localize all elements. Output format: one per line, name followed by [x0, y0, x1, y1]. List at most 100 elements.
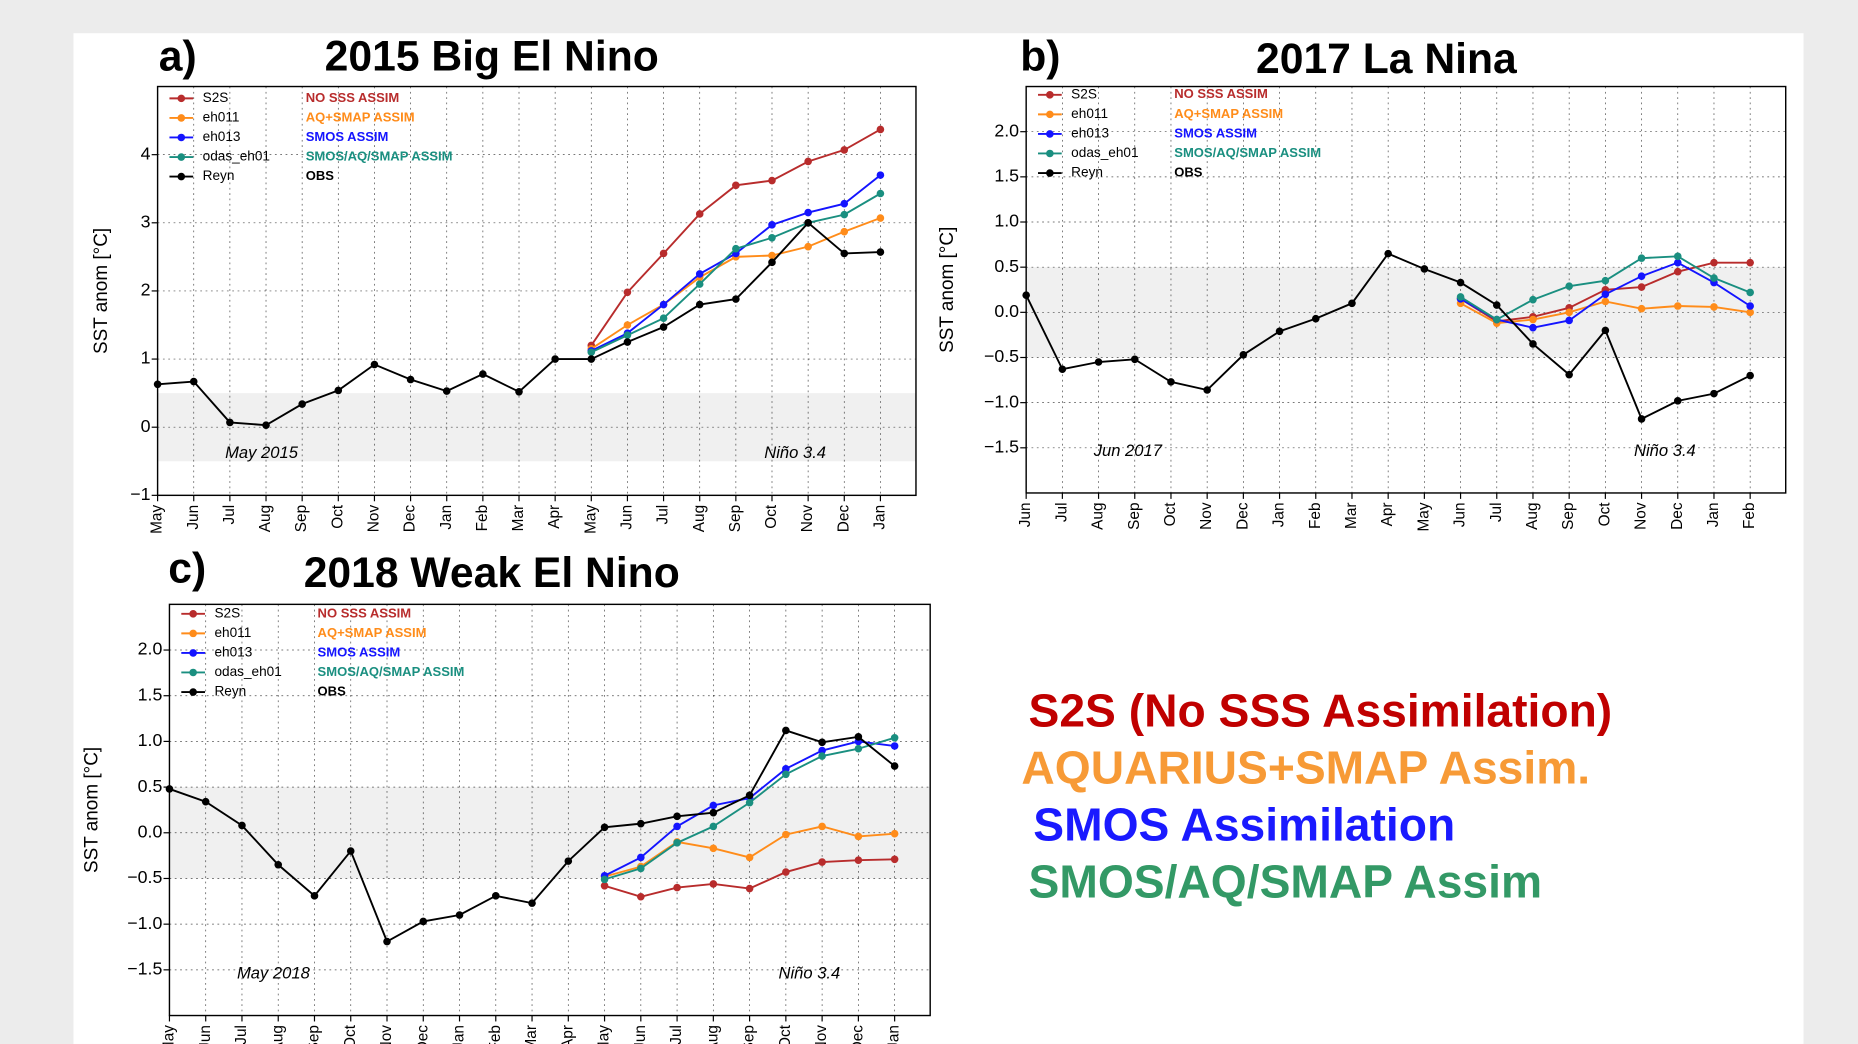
data-point	[274, 860, 283, 869]
y-axis-label: SST anom [°C]	[81, 747, 102, 873]
data-point	[659, 314, 668, 322]
legend-label: odas_eh01	[203, 149, 270, 164]
data-point	[310, 892, 319, 900]
x-tick-label: Jan	[438, 505, 455, 530]
data-point	[695, 280, 704, 288]
x-tick-label: Jan	[871, 505, 888, 530]
x-tick-label: Sep	[727, 505, 744, 532]
legend-label: Reyn	[1071, 165, 1103, 180]
data-point	[637, 864, 645, 873]
data-point	[768, 251, 776, 260]
y-tick-label: −0.5	[127, 867, 162, 887]
x-tick-label: Aug	[1090, 502, 1107, 529]
x-tick-label: Aug	[691, 505, 708, 532]
data-point	[782, 830, 790, 839]
data-point	[876, 171, 885, 179]
data-point	[709, 808, 718, 817]
data-point	[840, 249, 849, 258]
data-point	[818, 746, 826, 755]
y-tick-label: 0.5	[994, 256, 1019, 276]
data-point	[854, 832, 863, 841]
data-point	[1311, 314, 1320, 323]
legend-note: AQ+SMAP ASSIM	[306, 109, 415, 124]
x-tick-label: Oct	[777, 1024, 794, 1044]
legend-marker	[189, 629, 197, 638]
legend-marker	[177, 153, 186, 161]
x-tick-label: Jul	[221, 505, 238, 525]
data-point	[623, 338, 632, 346]
legend-label: eh013	[203, 129, 241, 144]
x-tick-label: May	[149, 505, 166, 534]
plot-frame	[1025, 85, 1787, 494]
legend-note: SMOS/AQ/SMAP ASSIM	[318, 664, 465, 679]
data-point	[1529, 315, 1537, 324]
x-tick-label: Nov	[1633, 502, 1650, 530]
data-point	[818, 858, 826, 866]
data-point	[1673, 267, 1682, 276]
data-point	[1239, 350, 1248, 359]
legend-label: odas_eh01	[1071, 145, 1138, 160]
data-point	[673, 883, 681, 892]
data-point	[1710, 258, 1718, 267]
data-point	[732, 244, 740, 253]
data-point	[1456, 278, 1465, 287]
x-tick-label: Jun	[197, 1025, 214, 1044]
data-point	[623, 288, 632, 297]
y-tick-label: −1	[130, 484, 150, 504]
data-point	[673, 839, 681, 847]
x-tick-label: Apr	[1379, 502, 1396, 526]
legend-label: S2S	[1071, 86, 1097, 101]
data-point	[1710, 274, 1718, 282]
y-tick-label: −0.5	[984, 346, 1019, 366]
x-tick-label: Jun	[1017, 502, 1034, 527]
legend-marker	[189, 649, 197, 657]
panel-label: b)	[1020, 33, 1060, 81]
x-tick-label: Feb	[1741, 502, 1758, 529]
y-tick-label: 2.0	[138, 639, 163, 659]
data-point	[818, 752, 826, 760]
data-point	[1529, 295, 1537, 304]
x-tick-label: Dec	[835, 505, 852, 533]
data-point	[732, 181, 740, 190]
data-point	[1601, 297, 1610, 306]
legend-label: Reyn	[214, 684, 246, 699]
legend-label: S2S	[214, 605, 240, 620]
data-point	[1492, 301, 1501, 309]
data-point	[818, 822, 826, 831]
x-tick-label: Jul	[1053, 502, 1070, 522]
x-tick-label: Jan	[886, 1025, 903, 1044]
panel-label: c)	[168, 544, 206, 592]
chart-title: 2015 Big El Nino	[325, 33, 659, 81]
data-point	[1637, 283, 1646, 291]
legend-marker	[1046, 149, 1054, 158]
x-tick-label: May	[596, 1025, 613, 1044]
x-tick-label: Dec	[1669, 502, 1686, 530]
data-point	[346, 847, 355, 855]
x-tick-label: Feb	[1307, 502, 1324, 529]
legend-marker	[1046, 130, 1054, 138]
data-point	[1673, 252, 1682, 261]
data-point	[419, 917, 428, 926]
data-point	[1130, 355, 1139, 364]
y-tick-label: 0	[141, 416, 151, 436]
x-tick-label: Jan	[1271, 502, 1288, 527]
data-point	[673, 822, 681, 831]
data-point	[455, 911, 464, 919]
y-tick-label: 2	[141, 280, 151, 300]
data-point	[1420, 265, 1429, 273]
x-tick-label: Mar	[523, 1025, 540, 1044]
data-point	[334, 386, 343, 395]
x-tick-label: Aug	[1524, 502, 1541, 529]
data-point	[587, 348, 596, 357]
x-tick-label: Jan	[1705, 502, 1722, 527]
data-point	[1565, 370, 1573, 379]
legend-label: eh013	[214, 645, 252, 660]
data-point	[890, 855, 899, 864]
data-point	[1637, 272, 1646, 280]
data-point	[890, 742, 899, 750]
x-tick-label: Jul	[233, 1025, 250, 1044]
y-tick-label: 0.0	[138, 821, 163, 841]
legend-marker	[177, 94, 186, 103]
x-tick-label: Jun	[1452, 502, 1469, 527]
